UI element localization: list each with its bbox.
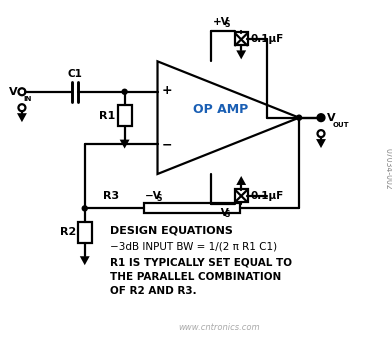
Text: S: S xyxy=(224,210,230,219)
Bar xyxy=(144,203,240,213)
Polygon shape xyxy=(316,139,326,148)
Polygon shape xyxy=(236,50,246,60)
Text: R2: R2 xyxy=(60,227,76,237)
Polygon shape xyxy=(17,113,27,122)
Text: S: S xyxy=(156,194,162,203)
Text: V: V xyxy=(9,87,18,97)
Text: OP AMP: OP AMP xyxy=(193,103,248,116)
Text: C1: C1 xyxy=(67,69,82,79)
Text: www.cntronics.com: www.cntronics.com xyxy=(178,323,260,332)
Bar xyxy=(235,32,248,45)
Polygon shape xyxy=(80,256,90,265)
Text: R1 IS TYPICALLY SET EQUAL TO: R1 IS TYPICALLY SET EQUAL TO xyxy=(110,258,292,268)
Text: R3: R3 xyxy=(103,191,119,201)
Bar xyxy=(78,222,92,243)
Bar xyxy=(235,189,248,202)
Text: V: V xyxy=(327,113,336,123)
Text: −3dB INPUT BW = 1/(2 π R1 C1): −3dB INPUT BW = 1/(2 π R1 C1) xyxy=(110,242,277,252)
Text: OF R2 AND R3.: OF R2 AND R3. xyxy=(110,286,196,295)
Text: −V: −V xyxy=(145,191,161,201)
Text: −V: −V xyxy=(213,208,230,218)
Text: +: + xyxy=(161,84,172,97)
Polygon shape xyxy=(236,176,246,185)
Text: +V: +V xyxy=(213,18,230,28)
Text: 07034-002: 07034-002 xyxy=(383,148,392,190)
Polygon shape xyxy=(120,140,129,149)
Text: R1: R1 xyxy=(100,111,116,121)
Text: 0.1μF: 0.1μF xyxy=(250,191,283,201)
Text: OUT: OUT xyxy=(333,122,350,128)
Circle shape xyxy=(82,206,87,211)
Text: −: − xyxy=(161,138,172,151)
Bar xyxy=(118,105,132,127)
Text: DESIGN EQUATIONS: DESIGN EQUATIONS xyxy=(110,226,232,236)
Circle shape xyxy=(297,115,301,120)
Text: 0.1μF: 0.1μF xyxy=(250,34,283,44)
Text: THE PARALLEL COMBINATION: THE PARALLEL COMBINATION xyxy=(110,272,281,282)
Text: S: S xyxy=(224,20,230,30)
Circle shape xyxy=(319,115,323,120)
Text: IN: IN xyxy=(23,96,31,102)
Circle shape xyxy=(122,89,127,94)
